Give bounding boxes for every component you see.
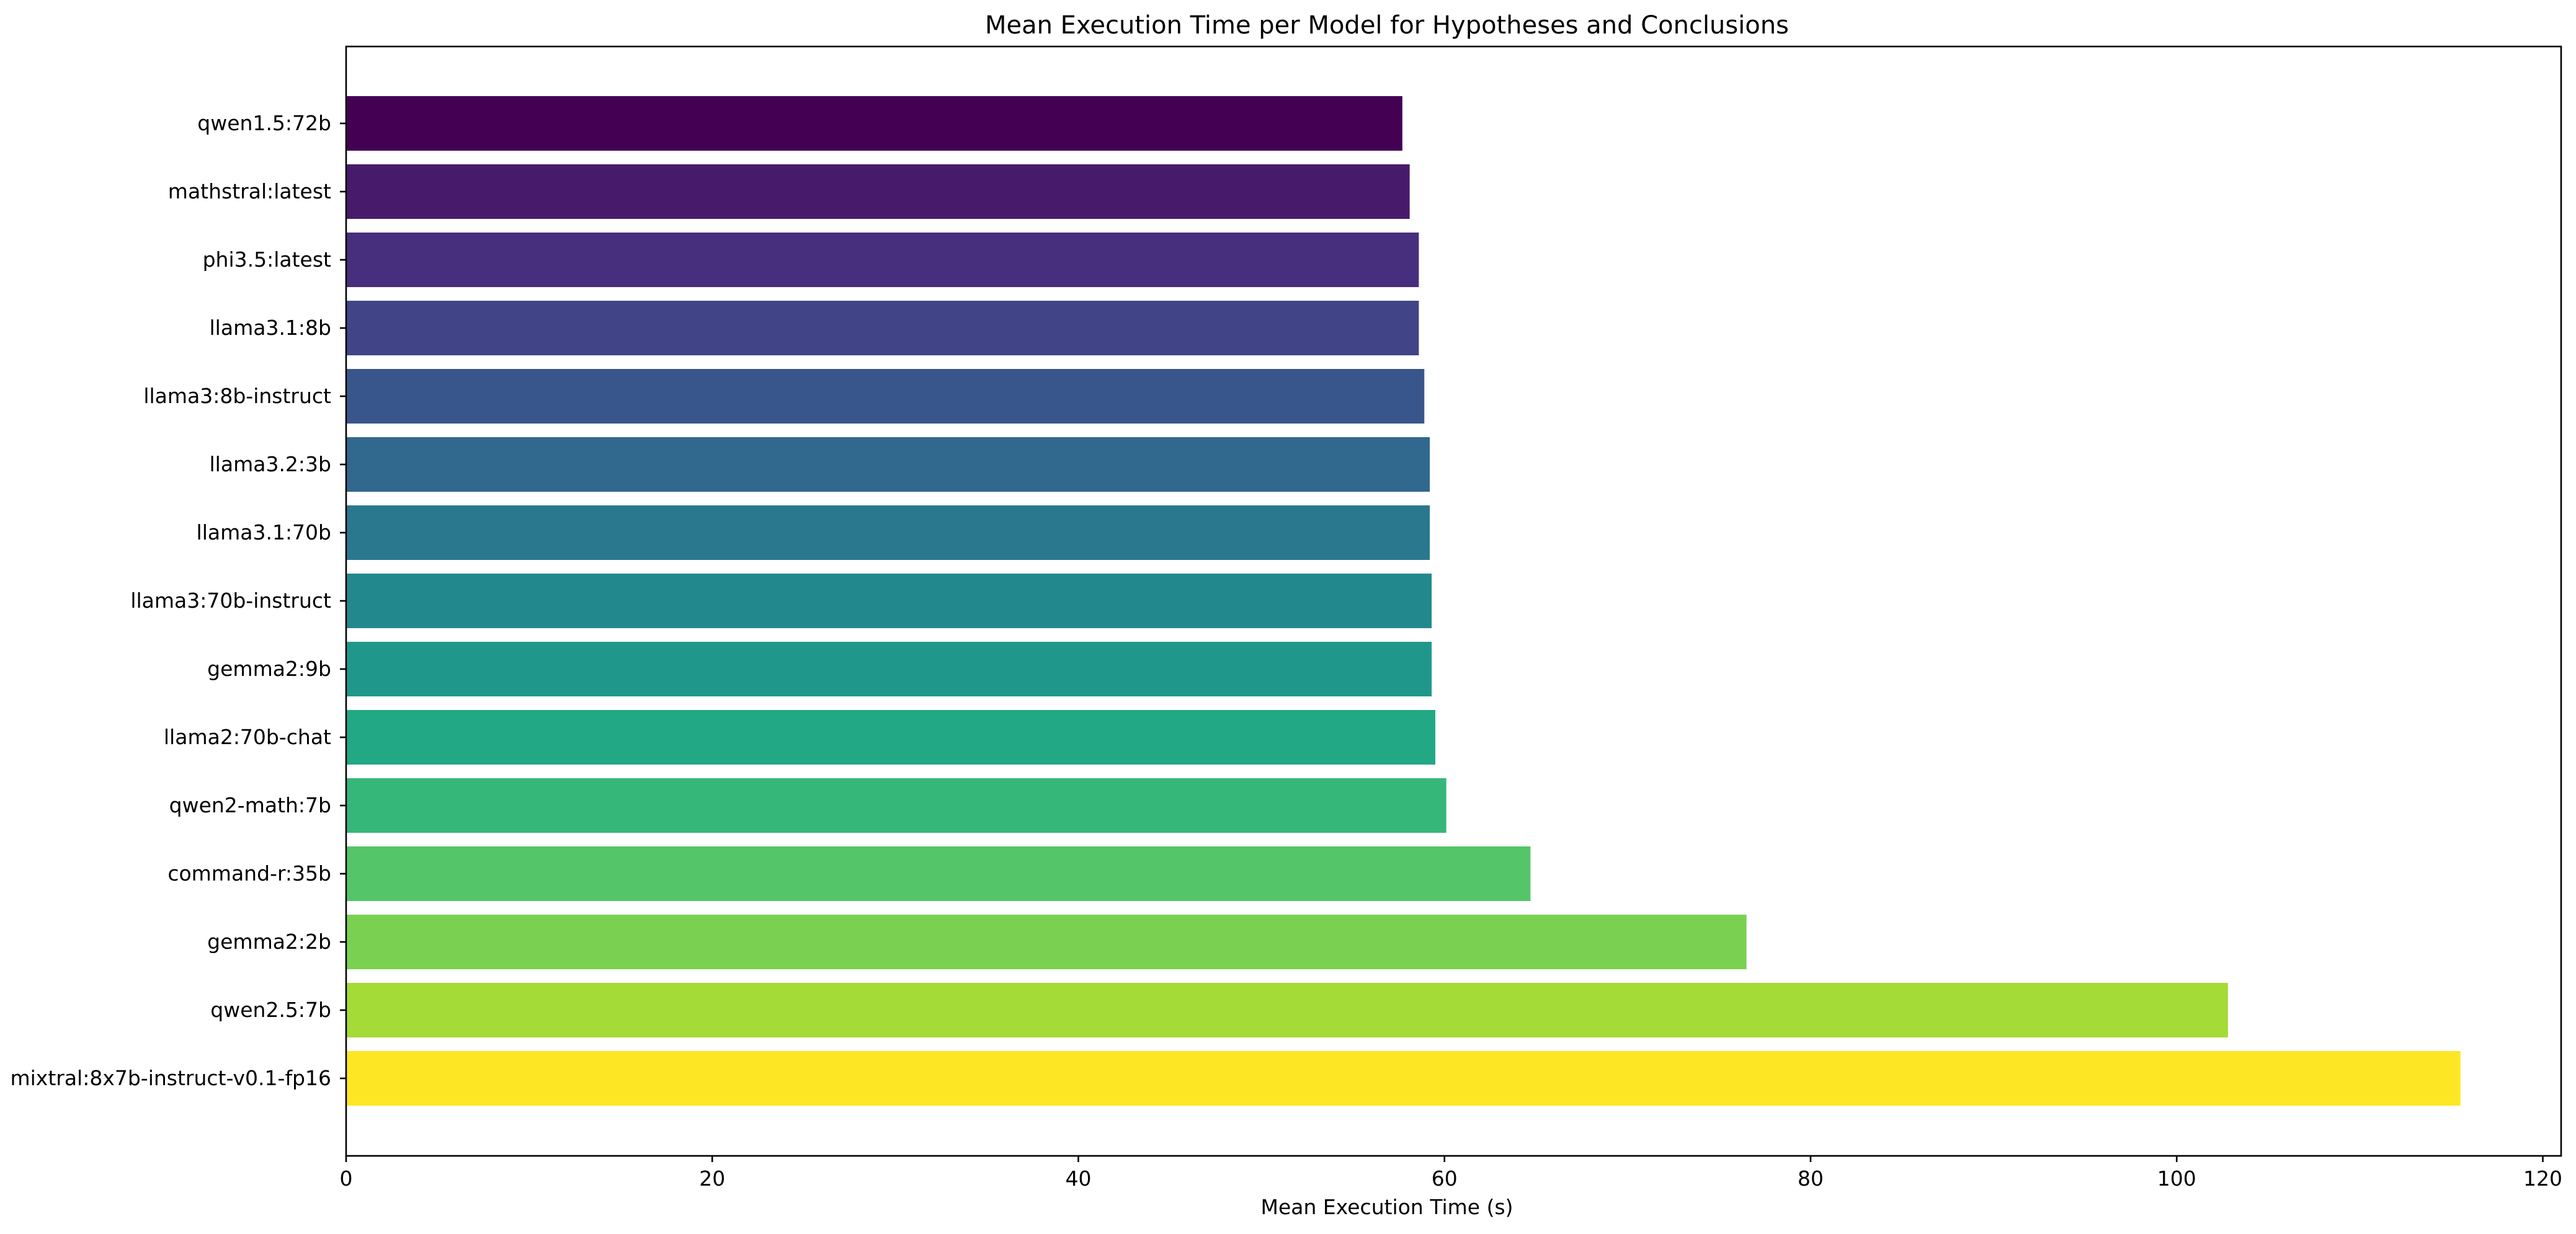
bar-qwen2-5-7b	[346, 983, 2228, 1037]
x-tick-label: 40	[1065, 1166, 1091, 1191]
x-tick-label: 100	[2157, 1166, 2196, 1191]
x-tick-label: 120	[2523, 1166, 2562, 1191]
x-tick-layer: 0 20 40 60 80 100 120	[340, 1156, 2562, 1191]
y-tick-label: qwen2-math:7b	[169, 793, 331, 817]
bar-command-r-35b	[346, 846, 1531, 901]
bar-gemma2-9b	[346, 642, 1432, 696]
bar-gemma2-2b	[346, 915, 1747, 969]
y-tick-label: qwen2.5:7b	[210, 998, 331, 1022]
y-tick-label: mixtral:8x7b-instruct-v0.1-fp16	[10, 1066, 331, 1090]
x-tick-label: 20	[699, 1166, 725, 1191]
bar-llama3-1-70b	[346, 505, 1430, 560]
y-tick-label: qwen1.5:72b	[197, 111, 331, 135]
y-tick-label: phi3.5:latest	[203, 247, 331, 272]
bar-qwen2-math-7b	[346, 778, 1446, 833]
y-tick-label: llama3:70b-instruct	[130, 588, 331, 613]
bar-llama3-70b-instruct	[346, 574, 1432, 628]
y-tick-layer: qwen1.5:72b mathstral:latest phi3.5:latest…	[10, 111, 346, 1090]
y-tick-label: llama3:8b-instruct	[143, 384, 331, 408]
x-tick-label: 80	[1798, 1166, 1824, 1191]
y-tick-label: command-r:35b	[167, 861, 331, 886]
chart-title: Mean Execution Time per Model for Hypoth…	[985, 11, 1789, 40]
bar-qwen1-5-72b	[346, 96, 1402, 151]
bar-llama3-8b-instruct	[346, 369, 1425, 424]
axes-frame	[345, 45, 2562, 1157]
bar-mixtral-8x7b-instruct-v0-1-fp16	[346, 1051, 2461, 1106]
bar-phi3-5-latest	[346, 233, 1419, 287]
bar-llama3-2-3b	[346, 437, 1430, 492]
y-tick-label: llama3.2:3b	[210, 452, 331, 476]
bar-mathstral-latest	[346, 164, 1410, 219]
y-tick-label: llama3.1:70b	[197, 520, 331, 544]
y-tick-label: gemma2:9b	[207, 657, 331, 681]
y-tick-label: gemma2:2b	[207, 930, 331, 954]
x-tick-label: 60	[1432, 1166, 1458, 1191]
bar-llama2-70b-chat	[346, 710, 1435, 765]
y-tick-label: llama2:70b-chat	[164, 725, 331, 749]
y-tick-label: mathstral:latest	[168, 179, 331, 203]
bar-llama3-1-8b	[346, 301, 1419, 355]
bars-layer	[346, 96, 2461, 1106]
y-tick-label: llama3.1:8b	[210, 316, 331, 340]
x-tick-label: 0	[340, 1166, 353, 1191]
x-axis-label: Mean Execution Time (s)	[1260, 1195, 1513, 1219]
